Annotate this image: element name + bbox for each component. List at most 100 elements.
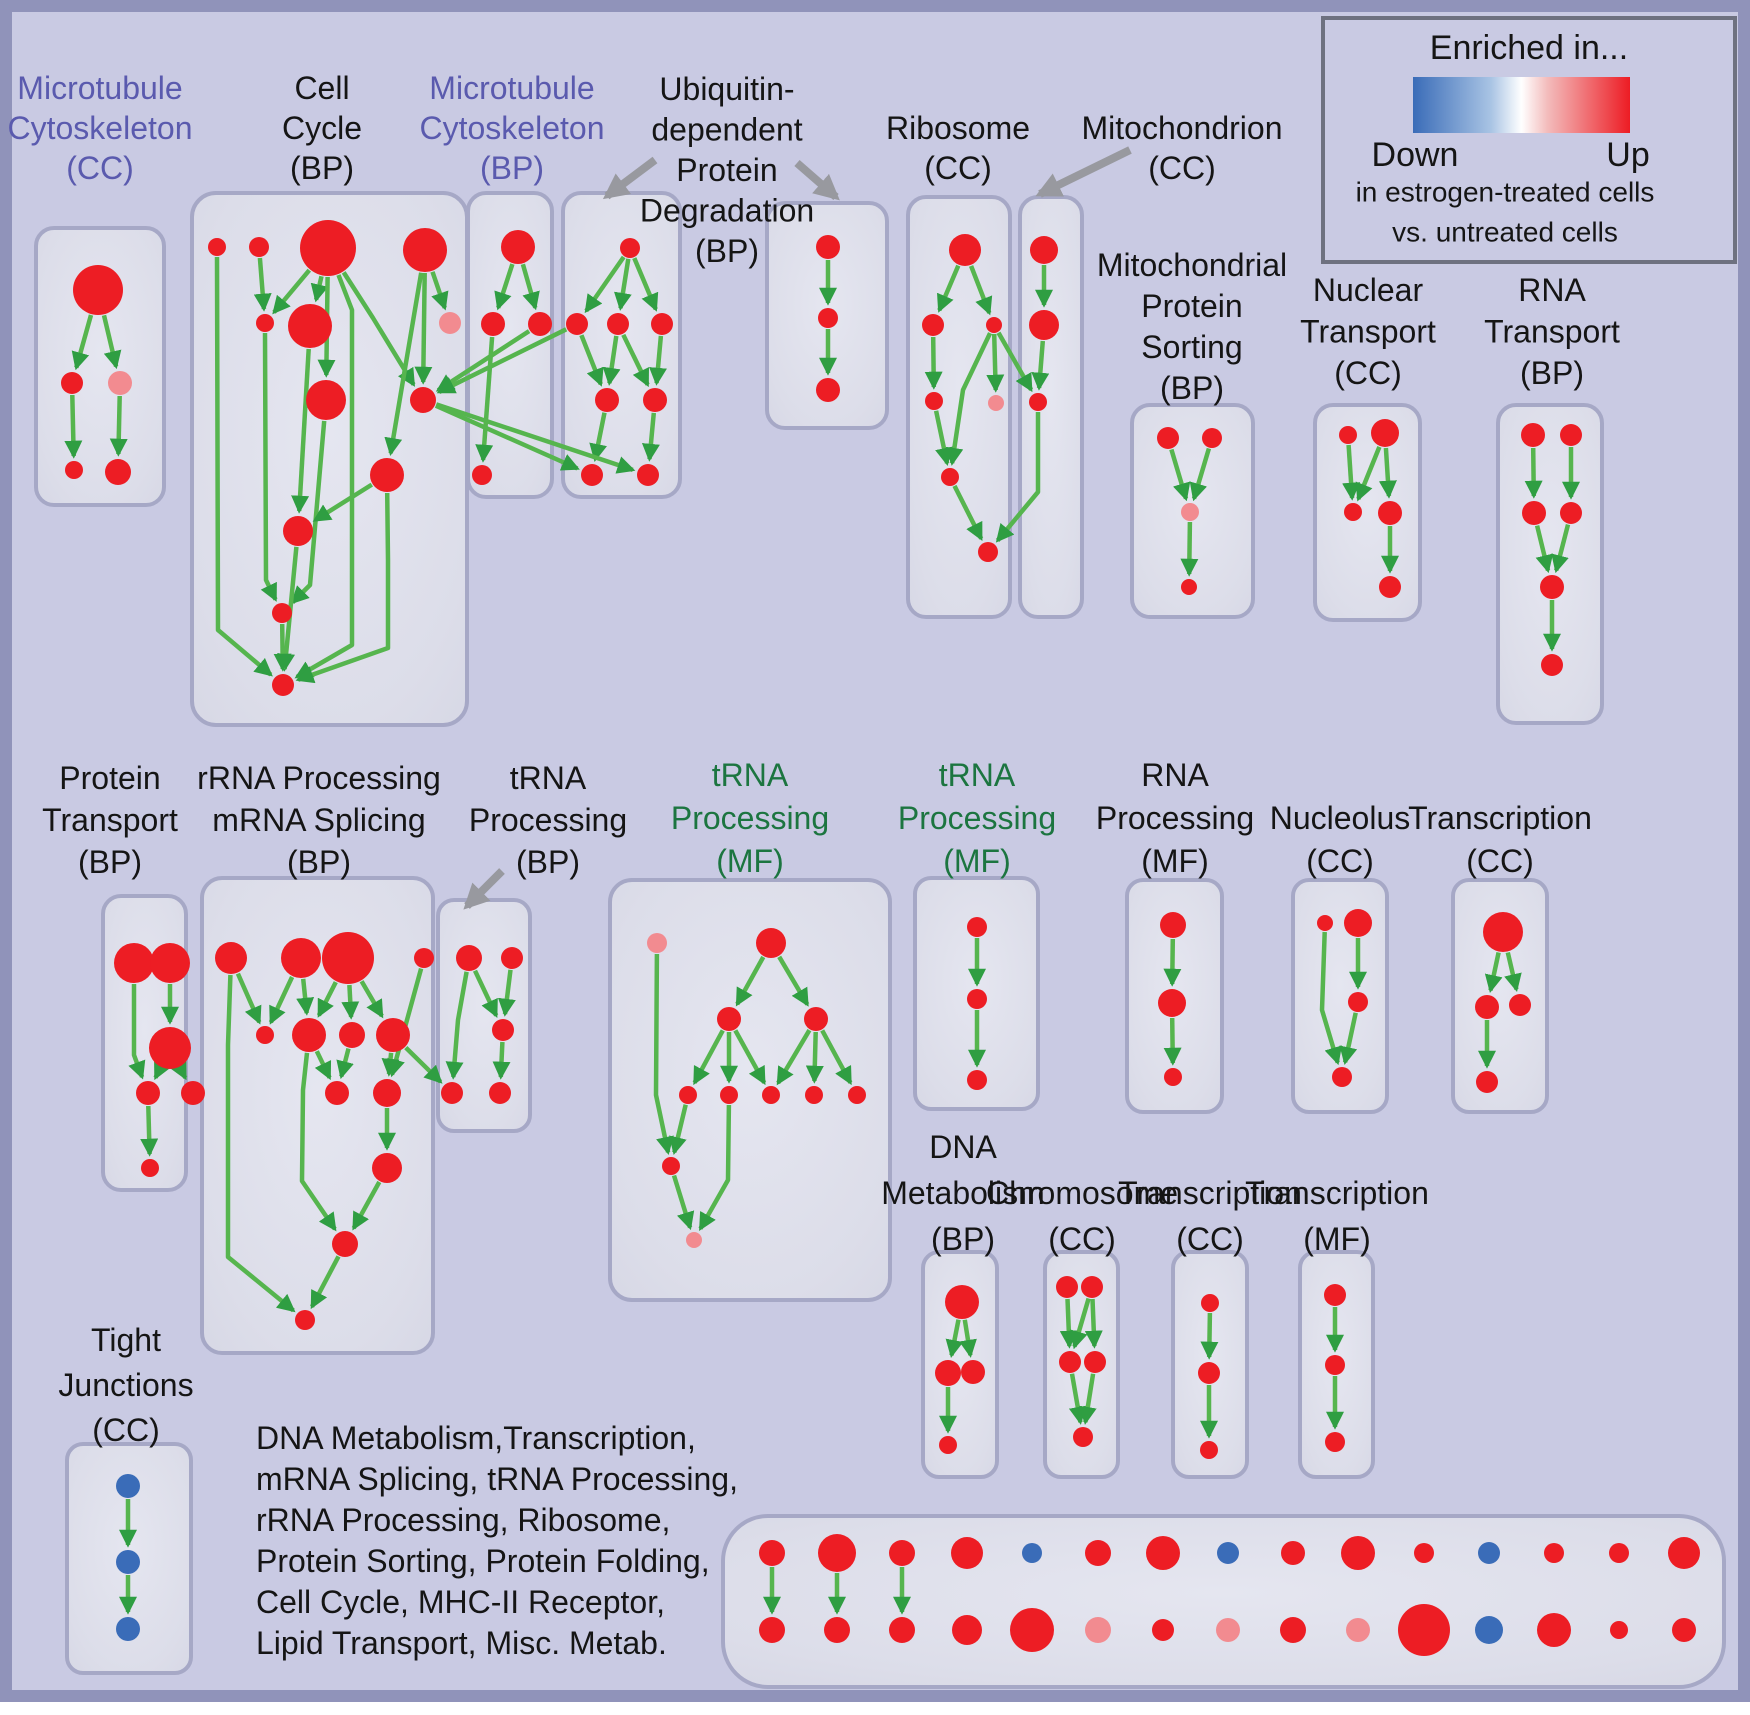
edge-microtubule-cytoskeleton-bp <box>494 263 515 311</box>
edge-cell-cycle-bp <box>295 492 391 684</box>
edge-mitochondrial-protein-sorting-bp <box>1180 521 1199 577</box>
go-term-node-mitochondrion-cc-1 <box>1029 310 1059 340</box>
cluster-label-nuclear-transport-cc: Transport <box>1300 314 1436 350</box>
go-term-node-trna-processing-bp-4 <box>489 1082 511 1104</box>
edge-rrna-processing-mrna-splicing-bp <box>341 984 360 1020</box>
go-term-node-transcription-cc-2-0 <box>1201 1294 1219 1312</box>
footnote-line: mRNA Splicing, tRNA Processing, <box>256 1461 738 1497</box>
go-term-node-protein-transport-bp-0 <box>114 943 154 983</box>
cluster-label-ubiquitin-dependent-protein-degradation-bp: Ubiquitin- <box>659 71 794 107</box>
cluster-label-mitochondrion-cc: Mitochondrion <box>1082 110 1283 146</box>
cross-edge-mitochondrion-to-ribosome-bottom <box>995 412 1041 543</box>
go-term-node-cell-cycle-bp-3 <box>403 228 447 272</box>
edge-chromosome-cc <box>1059 1298 1078 1349</box>
go-term-node-mixed-functions-strip-14 <box>1668 1537 1700 1569</box>
edge-rrna-processing-mrna-splicing-bp <box>299 1052 337 1232</box>
go-term-node-ubiquitin-dependent-protein-degradation-bp-7 <box>637 464 659 486</box>
go-term-node-nuclear-transport-cc-0 <box>1339 426 1357 444</box>
cluster-box-transcription-cc <box>1451 878 1549 1114</box>
go-term-node-rrna-processing-mrna-splicing-bp-3 <box>414 948 434 968</box>
cluster-label-mitochondrial-protein-sorting-bp: Mitochondrial <box>1097 247 1287 283</box>
cluster-label-microtubule-cytoskeleton-bp: Microtubule <box>429 70 594 106</box>
edge-rrna-processing-mrna-splicing-bp <box>359 980 384 1019</box>
go-term-node-mitochondrial-protein-sorting-bp-3 <box>1181 579 1197 595</box>
go-term-node-cell-cycle-bp-4 <box>256 314 274 332</box>
cluster-label-mitochondrial-protein-sorting-bp: Sorting <box>1141 329 1242 365</box>
go-term-node-cell-cycle-bp-1 <box>249 237 269 257</box>
edge-cell-cycle-bp <box>291 348 311 514</box>
cluster-label-microtubule-cytoskeleton-bp: (BP) <box>480 150 544 186</box>
edge-rrna-processing-mrna-splicing-bp <box>351 1180 382 1231</box>
go-term-node-trna-processing-mf-2-1 <box>967 989 987 1009</box>
go-term-node-ubiquitin-dependent-protein-degradation-bp-2-2 <box>816 378 840 402</box>
go-term-node-dna-metabolism-bp-2 <box>961 1360 985 1384</box>
go-term-node-mixed-functions-strip-3 <box>951 1537 983 1569</box>
go-term-node-protein-transport-bp-4 <box>181 1081 205 1105</box>
edge-chromosome-cc <box>1078 1373 1097 1425</box>
go-term-node-cell-cycle-bp-7 <box>306 380 346 420</box>
cluster-label-rna-transport-bp: (BP) <box>1520 355 1584 391</box>
go-term-node-rna-transport-bp-4 <box>1540 575 1564 599</box>
cluster-label-tight-junctions-cc: Tight <box>91 1322 161 1358</box>
go-term-node-protein-transport-bp-1 <box>150 943 190 983</box>
go-term-node-rna-transport-bp-1 <box>1560 424 1582 446</box>
edge-cell-cycle-bp <box>260 332 278 602</box>
cluster-label-trna-processing-bp: Processing <box>469 802 627 838</box>
legend-box <box>1321 16 1737 264</box>
edge-ribosome-cc <box>924 336 943 390</box>
go-term-node-ribosome-cc-4 <box>988 395 1004 411</box>
go-term-node-rrna-processing-mrna-splicing-bp-12 <box>295 1310 315 1330</box>
edge-cell-cycle-bp <box>253 257 272 312</box>
arrow-to-mitochondrion-box <box>1035 146 1132 198</box>
go-term-node-rna-processing-mf-1 <box>1158 989 1186 1017</box>
go-term-node-mixed-functions-strip-29 <box>1672 1618 1696 1642</box>
go-term-node-mixed-functions-strip-19 <box>1010 1608 1054 1652</box>
go-term-node-nuclear-transport-cc-1 <box>1371 419 1399 447</box>
cluster-label-trna-processing-mf-2: (MF) <box>943 843 1011 879</box>
go-term-node-trna-processing-mf-10 <box>686 1232 702 1248</box>
cluster-label-nucleolus-cc: Nucleolus <box>1270 800 1411 836</box>
cluster-label-rna-transport-bp: RNA <box>1518 272 1586 308</box>
go-term-node-rna-transport-bp-3 <box>1560 502 1582 524</box>
edge-trna-processing-mf <box>820 1029 853 1086</box>
go-term-node-trna-processing-bp-3 <box>441 1082 463 1104</box>
cluster-label-tight-junctions-cc: (CC) <box>92 1412 160 1448</box>
edge-cell-cycle-bp <box>310 275 329 303</box>
edge-rna-processing-mf <box>1163 938 1182 987</box>
edge-trna-processing-mf <box>805 1031 824 1084</box>
go-term-node-mixed-functions-strip-18 <box>952 1615 982 1645</box>
go-term-node-ribosome-cc-2 <box>986 317 1002 333</box>
cluster-label-nuclear-transport-cc: Nuclear <box>1313 272 1424 308</box>
go-term-node-mixed-functions-strip-27 <box>1537 1613 1571 1647</box>
go-term-node-mitochondrial-protein-sorting-bp-2 <box>1181 503 1199 521</box>
go-term-node-mixed-functions-strip-25 <box>1398 1604 1450 1656</box>
edge-ubiquitin-dependent-protein-degradation-bp <box>589 412 607 462</box>
go-term-node-tight-junctions-cc-0 <box>116 1474 140 1498</box>
go-term-node-nucleolus-cc-2 <box>1348 992 1368 1012</box>
go-term-node-mixed-functions-strip-24 <box>1346 1618 1370 1642</box>
edge-microtubule-cytoskeleton-cc <box>71 314 94 371</box>
cluster-label-transcription-cc: (CC) <box>1466 843 1534 879</box>
go-term-node-cell-cycle-bp-11 <box>272 603 292 623</box>
go-term-node-chromosome-cc-3 <box>1084 1351 1106 1373</box>
go-term-node-mixed-functions-strip-11 <box>1478 1542 1500 1564</box>
cluster-label-rna-transport-bp: Transport <box>1484 314 1620 350</box>
go-term-node-rrna-processing-mrna-splicing-bp-8 <box>325 1081 349 1105</box>
footnote-line: Cell Cycle, MHC-II Receptor, <box>256 1584 665 1620</box>
cluster-label-nucleolus-cc: (CC) <box>1306 843 1374 879</box>
go-term-node-nucleolus-cc-0 <box>1317 915 1333 931</box>
edge-ribosome-cc <box>933 410 953 466</box>
cluster-label-cell-cycle-bp: (BP) <box>290 150 354 186</box>
footnote-line: DNA Metabolism,Transcription, <box>256 1420 696 1456</box>
cluster-label-rrna-processing-mrna-splicing-bp: (BP) <box>287 844 351 880</box>
edge-microtubule-cytoskeleton-cc <box>64 394 83 459</box>
go-term-node-ubiquitin-dependent-protein-degradation-bp-3 <box>651 313 673 335</box>
go-term-node-rna-transport-bp-5 <box>1541 654 1563 676</box>
edge-trna-processing-mf <box>777 955 810 1007</box>
edge-rrna-processing-mrna-splicing-bp <box>310 1255 341 1310</box>
legend-down-label: Down <box>1372 136 1459 174</box>
go-term-node-ubiquitin-dependent-protein-degradation-bp-2-1 <box>818 308 838 328</box>
edge-rna-transport-bp <box>1534 525 1554 574</box>
cluster-label-trna-processing-mf-2: Processing <box>898 800 1056 836</box>
go-term-node-rrna-processing-mrna-splicing-bp-6 <box>339 1022 365 1048</box>
